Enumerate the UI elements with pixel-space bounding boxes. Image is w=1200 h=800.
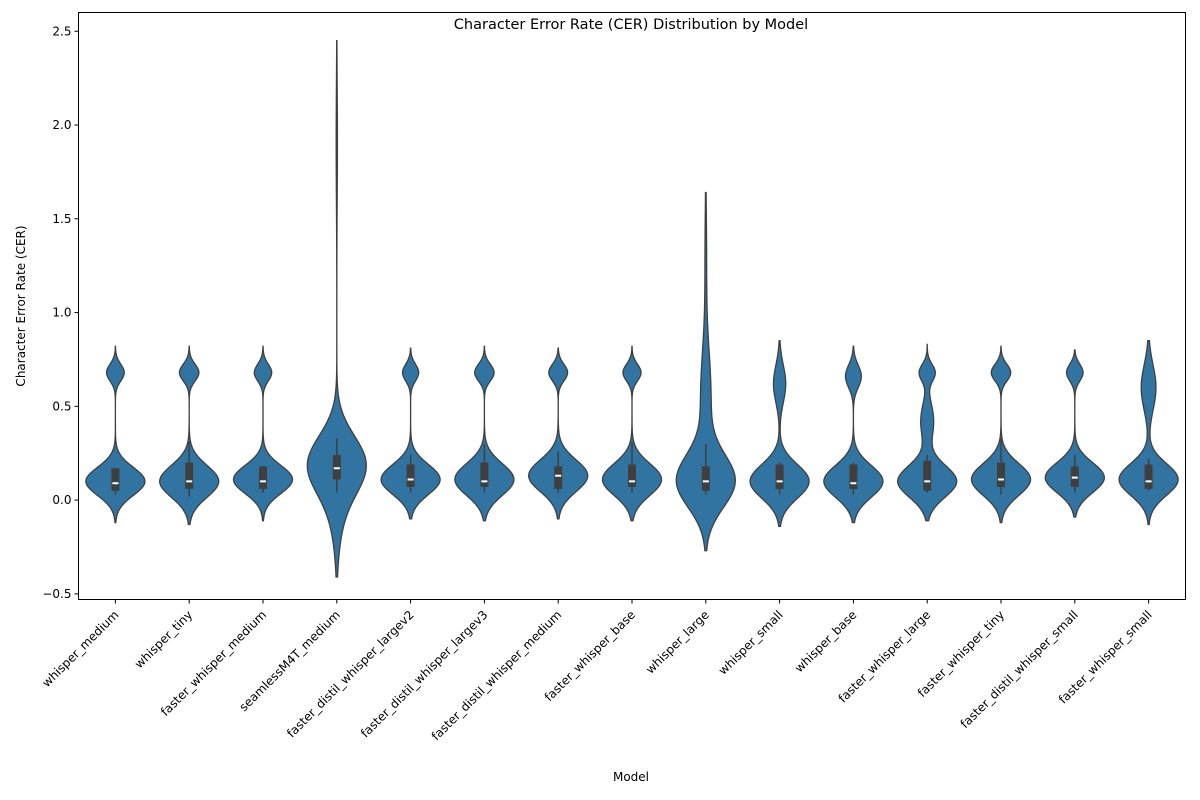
median-marker-whisper_small [776, 480, 783, 483]
iqr-box-whisper_small [775, 464, 784, 489]
median-marker-faster_whisper_small [1145, 480, 1152, 483]
x-tick-label: whisper_large [643, 608, 712, 677]
x-tick-label: whisper_tiny [132, 608, 195, 671]
x-tick-label: faster_distil_whisper_small [958, 608, 1081, 731]
y-tick-label: −0.5 [42, 587, 71, 601]
x-tick-label: whisper_small [716, 608, 786, 678]
median-marker-faster_whisper_medium [260, 480, 266, 483]
x-tick-label: faster_distil_whisper_medium [429, 608, 565, 744]
violin-whisper_large [675, 191, 736, 552]
violin-faster_whisper_medium [232, 345, 294, 522]
violin-faster_whisper_large [897, 343, 958, 522]
chart-title: Character Error Rate (CER) Distribution … [454, 17, 808, 33]
iqr-box-whisper_large [701, 466, 710, 491]
median-marker-faster_distil_whisper_largev2 [407, 478, 414, 481]
iqr-box-faster_whisper_medium [259, 466, 267, 489]
violin-faster_whisper_small [1118, 340, 1179, 526]
median-marker-faster_distil_whisper_small [1071, 476, 1078, 479]
median-marker-whisper_large [702, 480, 709, 483]
x-axis-title: Model [613, 770, 649, 784]
median-marker-faster_whisper_base [629, 480, 635, 483]
y-tick-label: 2.0 [52, 118, 71, 132]
x-tick-label: faster_distil_whisper_largev2 [284, 608, 417, 741]
violin-faster_whisper_base [601, 345, 663, 522]
iqr-box-whisper_medium [111, 468, 120, 491]
plot-area [85, 39, 1179, 578]
y-tick-label: 2.5 [52, 24, 71, 38]
iqr-box-faster_whisper_tiny [997, 462, 1005, 487]
iqr-box-faster_whisper_base [628, 464, 636, 487]
median-marker-seamlessM4T_medium [333, 467, 340, 470]
violin-whisper_medium [85, 345, 146, 524]
iqr-box-faster_whisper_large [923, 460, 932, 491]
x-tick-label: whisper_base [792, 608, 860, 676]
y-axis: −0.5 0.0 0.5 1.0 1.5 2.0 2.5 [42, 24, 79, 601]
median-marker-whisper_medium [112, 482, 119, 485]
iqr-box-faster_distil_whisper_medium [554, 466, 563, 489]
violin-seamlessM4T_medium [306, 39, 367, 578]
iqr-box-faster_distil_whisper_largev2 [406, 464, 415, 487]
iqr-box-whisper_tiny [185, 462, 194, 489]
x-tick-label: whisper_medium [39, 608, 121, 690]
y-tick-label: 1.5 [52, 212, 71, 226]
y-axis-title: Character Error Rate (CER) [14, 225, 28, 386]
median-marker-whisper_base [850, 482, 857, 485]
violin-whisper_base [823, 345, 884, 524]
violin-faster_distil_whisper_medium [528, 347, 589, 520]
iqr-box-whisper_base [849, 464, 858, 489]
median-marker-whisper_tiny [186, 480, 193, 483]
violin-faster_whisper_tiny [970, 345, 1032, 524]
violin-whisper_tiny [159, 345, 220, 526]
median-marker-faster_distil_whisper_medium [555, 474, 562, 477]
iqr-box-faster_whisper_small [1144, 464, 1153, 489]
median-marker-faster_whisper_large [924, 480, 931, 483]
median-marker-faster_distil_whisper_largev3 [481, 480, 488, 483]
median-marker-faster_whisper_tiny [998, 478, 1004, 481]
violin-whisper_small [749, 340, 810, 528]
violin-faster_distil_whisper_largev3 [454, 345, 515, 522]
violin-faster_distil_whisper_largev2 [380, 347, 441, 520]
x-axis: whisper_medium whisper_tinyfaster_whisper… [39, 599, 1155, 744]
y-tick-label: 1.0 [52, 306, 71, 320]
violin-faster_distil_whisper_small [1044, 349, 1105, 518]
y-tick-label: 0.0 [52, 493, 71, 507]
iqr-box-faster_distil_whisper_largev3 [480, 462, 489, 487]
y-tick-label: 0.5 [52, 399, 71, 413]
x-tick-label: faster_distil_whisper_largev3 [358, 608, 491, 741]
